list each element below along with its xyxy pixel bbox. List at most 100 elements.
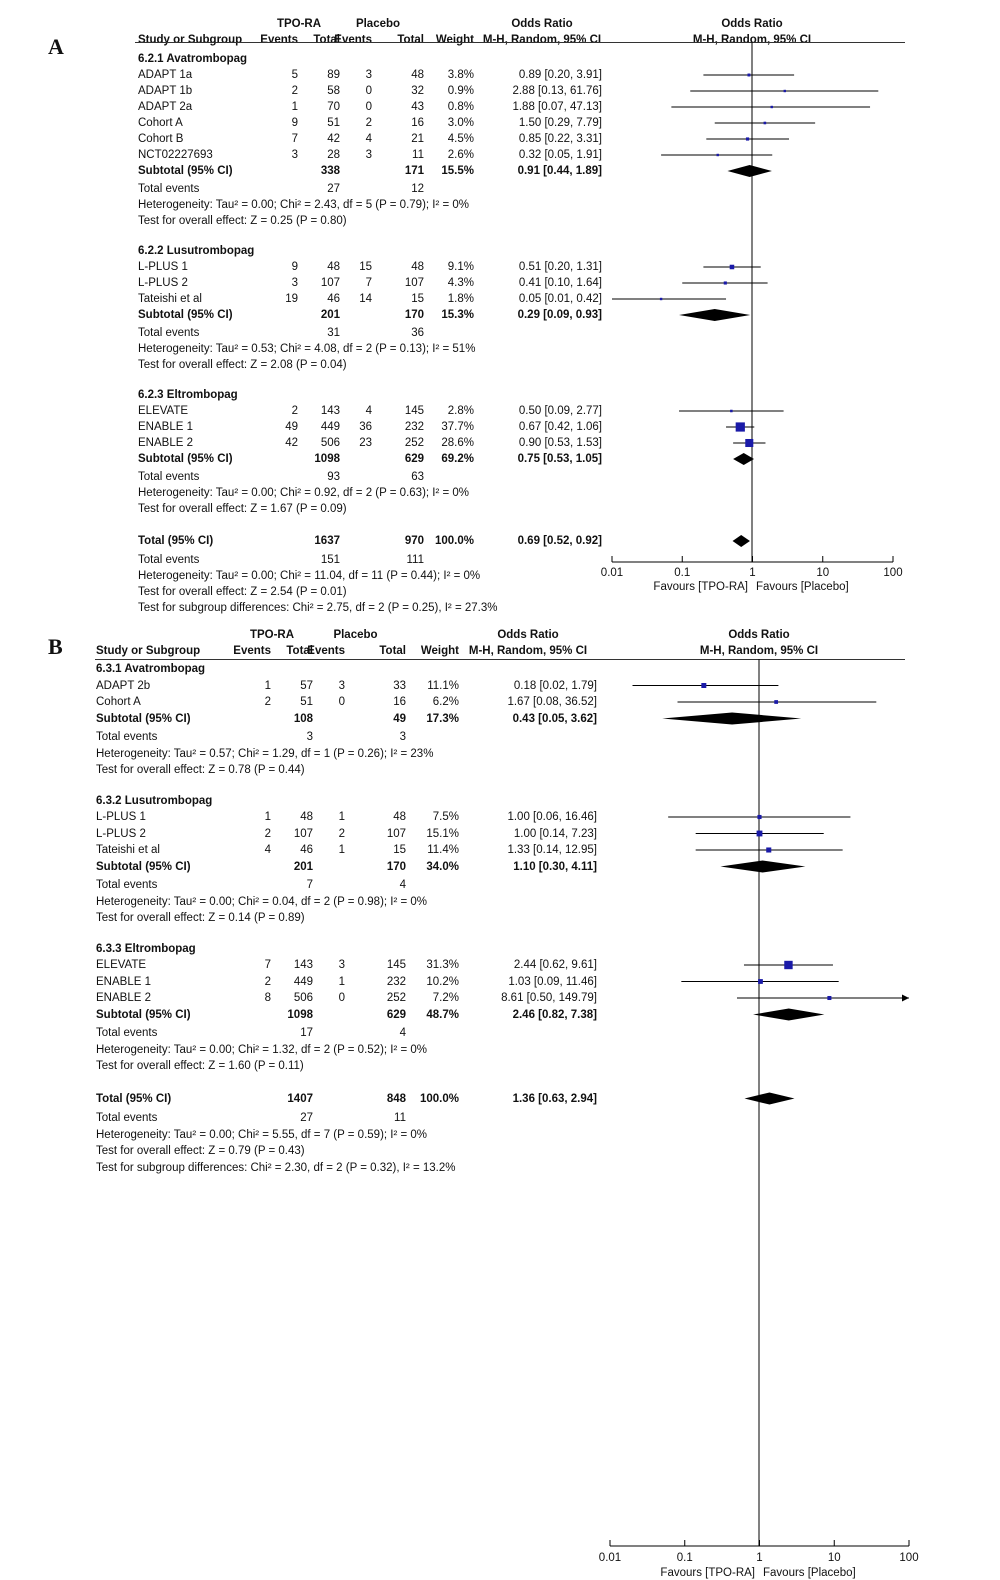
ctrl-total: 232	[404, 421, 424, 433]
study-point-marker	[758, 979, 763, 984]
favours-left-label: Favours [TPO-RA]	[660, 1567, 755, 1579]
study-name: ENABLE 1	[96, 975, 151, 988]
forest-plot-panel-a: A TPO-RA Placebo Odds Ratio Odds Ratio Study …	[0, 0, 1000, 616]
subtotal-ctrl-total: 629	[404, 453, 424, 465]
study-point-marker	[774, 700, 779, 704]
total-ctrl-total: 970	[404, 535, 424, 547]
heterogeneity-text: Heterogeneity: Tau² = 0.57; Chi² = 1.29,…	[96, 747, 434, 760]
study-weight: 7.2%	[432, 992, 459, 1004]
total-events-exp: 7	[306, 879, 313, 891]
total-events-label: Total events	[138, 183, 200, 195]
ctrl-events: 3	[365, 149, 372, 161]
study-name: ENABLE 2	[96, 992, 151, 1004]
subgroup-title: 6.2.1 Avatrombopag	[138, 53, 248, 65]
ctrl-total: 16	[411, 117, 424, 129]
ctrl-events: 4	[365, 133, 372, 145]
total-ci: 1.36 [0.63, 2.94]	[512, 1092, 597, 1105]
header-or-title: Odds Ratio	[497, 629, 559, 641]
exp-total: 143	[320, 405, 340, 417]
study-point-marker	[770, 105, 773, 109]
study-ci: 0.67 [0.42, 1.06]	[518, 421, 602, 433]
exp-total: 449	[293, 975, 313, 988]
study-weight: 0.8%	[447, 101, 474, 113]
ctrl-total: 252	[404, 437, 424, 449]
ctrl-events: 0	[365, 101, 372, 113]
ctrl-total: 145	[386, 959, 406, 971]
overall-total-events-exp: 27	[300, 1112, 313, 1124]
study-point-marker	[763, 121, 767, 125]
total-events-label: Total events	[96, 731, 158, 743]
total-weight: 100.0%	[434, 535, 474, 547]
subtotal-label: Subtotal (95% CI)	[138, 309, 233, 321]
subgroup-title: 6.2.2 Lusutrombopag	[138, 245, 255, 257]
ctrl-events: 23	[359, 437, 372, 449]
total-events-ctrl: 3	[399, 731, 406, 743]
total-events-exp: 17	[300, 1027, 313, 1039]
subtotal-weight: 17.3%	[426, 712, 459, 725]
subtotal-ci: 2.46 [0.82, 7.38]	[512, 1008, 597, 1021]
exp-events: 7	[264, 959, 271, 971]
study-point-marker	[701, 683, 707, 688]
exp-events: 2	[264, 827, 271, 840]
x-tick-label: 1	[756, 1552, 763, 1564]
ctrl-total: 32	[411, 85, 424, 97]
subtotal-exp-total: 108	[293, 712, 313, 725]
overall-effect-total-text: Test for overall effect: Z = 2.54 (P = 0…	[138, 586, 347, 598]
pooled-diamond	[733, 453, 754, 465]
subtotal-weight: 15.3%	[441, 309, 474, 321]
ci-arrow-right	[902, 994, 909, 1002]
exp-events: 5	[291, 69, 298, 81]
study-ci: 1.00 [0.14, 7.23]	[513, 827, 597, 840]
study-ci: 1.50 [0.29, 7.79]	[518, 117, 602, 129]
ctrl-total: 48	[411, 261, 424, 273]
study-weight: 0.9%	[447, 85, 474, 97]
total-events-ctrl: 63	[411, 471, 424, 483]
study-weight: 7.5%	[432, 811, 459, 823]
total-exp-total: 1637	[314, 535, 340, 547]
exp-events: 19	[285, 293, 298, 305]
ctrl-events: 2	[338, 827, 345, 840]
study-point-marker	[716, 153, 719, 157]
ctrl-events: 4	[365, 405, 372, 417]
study-ci: 2.44 [0.62, 9.61]	[513, 959, 597, 971]
study-point-marker	[766, 847, 772, 853]
ctrl-events: 1	[338, 975, 345, 988]
ctrl-total: 16	[393, 696, 406, 708]
header-study: Study or Subgroup	[96, 645, 201, 657]
study-name: ELEVATE	[138, 405, 189, 417]
study-name: ADAPT 2a	[138, 101, 193, 113]
ctrl-events: 3	[338, 959, 345, 971]
study-point-marker	[659, 297, 663, 301]
subtotal-exp-total: 201	[293, 860, 313, 873]
study-name: ADAPT 1b	[138, 85, 193, 97]
x-tick-label: 100	[899, 1552, 919, 1564]
header-ctrl-group: Placebo	[355, 18, 401, 30]
forest-plot-area	[609, 659, 910, 1547]
header-or-title: Odds Ratio	[511, 18, 573, 30]
overall-heterogeneity-text: Heterogeneity: Tau² = 0.00; Chi² = 11.04…	[138, 570, 481, 582]
pooled-diamond	[662, 712, 802, 725]
study-name: L-PLUS 1	[96, 811, 146, 823]
subtotal-ci: 0.43 [0.05, 3.62]	[512, 712, 597, 725]
exp-total: 48	[327, 261, 340, 273]
study-weight: 28.6%	[441, 437, 474, 449]
x-tick-label: 10	[827, 1552, 841, 1564]
header-exp-total: Total	[313, 34, 340, 46]
ctrl-total: 43	[411, 101, 424, 113]
study-point-marker	[730, 409, 733, 413]
study-ci: 0.85 [0.22, 3.31]	[518, 133, 602, 145]
total-label: Total (95% CI)	[96, 1092, 172, 1105]
study-weight: 9.1%	[447, 261, 474, 273]
study-name: ADAPT 2b	[96, 679, 151, 692]
x-tick-label: 1	[749, 567, 756, 579]
header-exp-events: Events	[233, 645, 271, 657]
ctrl-events: 3	[365, 69, 372, 81]
pooled-diamond	[753, 1008, 825, 1021]
study-point-marker	[784, 960, 793, 970]
panel-label: A	[48, 34, 64, 59]
x-tick-label: 0.1	[676, 1552, 693, 1564]
study-point-marker	[745, 438, 754, 448]
exp-total: 449	[320, 421, 340, 433]
study-weight: 3.8%	[447, 69, 474, 81]
study-weight: 1.8%	[447, 293, 474, 305]
